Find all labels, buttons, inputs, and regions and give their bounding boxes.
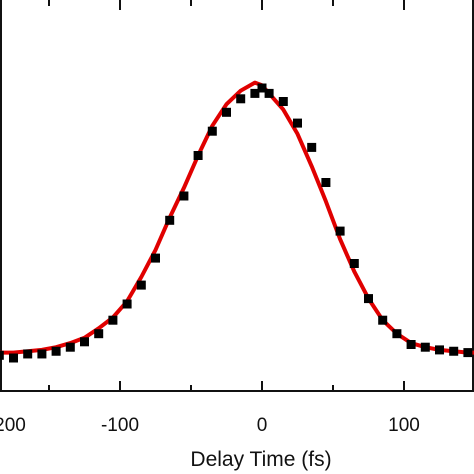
top-axis-ticks bbox=[48, 0, 405, 10]
data-point bbox=[257, 83, 267, 93]
data-point bbox=[420, 342, 430, 352]
data-point bbox=[151, 253, 160, 263]
x-tick-label: -100 bbox=[101, 415, 139, 436]
data-point bbox=[364, 294, 373, 304]
data-point bbox=[0, 350, 4, 360]
plot-frame bbox=[0, 0, 474, 392]
data-point bbox=[136, 280, 146, 290]
data-point bbox=[321, 178, 331, 187]
data-point bbox=[435, 345, 444, 355]
x-tick-labels: 200 -100 0 100 bbox=[0, 415, 420, 436]
data-point bbox=[94, 329, 104, 339]
data-point bbox=[65, 342, 75, 352]
data-point bbox=[250, 88, 260, 98]
x-tick-label: 100 bbox=[388, 415, 420, 436]
data-point bbox=[108, 315, 118, 325]
x-tick-label: 200 bbox=[0, 415, 26, 436]
data-point bbox=[449, 346, 459, 356]
data-point bbox=[278, 97, 288, 106]
x-tick-label: 0 bbox=[257, 415, 268, 436]
data-point bbox=[307, 142, 317, 152]
data-point bbox=[293, 118, 302, 128]
x-axis-ticks bbox=[48, 381, 405, 391]
data-point bbox=[122, 299, 132, 309]
data-point bbox=[37, 349, 47, 359]
data-point bbox=[222, 107, 231, 117]
data-point bbox=[207, 126, 217, 136]
data-point bbox=[80, 337, 89, 347]
data-point bbox=[335, 226, 345, 236]
fit-curve-layer bbox=[0, 80, 474, 355]
data-point bbox=[264, 88, 274, 98]
data-point bbox=[193, 151, 203, 160]
data-point bbox=[392, 329, 402, 339]
data-point bbox=[23, 349, 33, 359]
data-point bbox=[51, 346, 61, 356]
data-point bbox=[179, 191, 189, 201]
data-point bbox=[378, 315, 388, 325]
fit-curve bbox=[0, 80, 474, 355]
data-point bbox=[463, 348, 473, 358]
data-point bbox=[406, 340, 416, 349]
data-point bbox=[236, 94, 246, 104]
x-axis-title: Delay Time (fs) bbox=[190, 448, 331, 471]
data-points-layer bbox=[0, 83, 473, 363]
data-point bbox=[9, 353, 18, 363]
data-point bbox=[165, 215, 175, 225]
data-point bbox=[349, 259, 359, 268]
